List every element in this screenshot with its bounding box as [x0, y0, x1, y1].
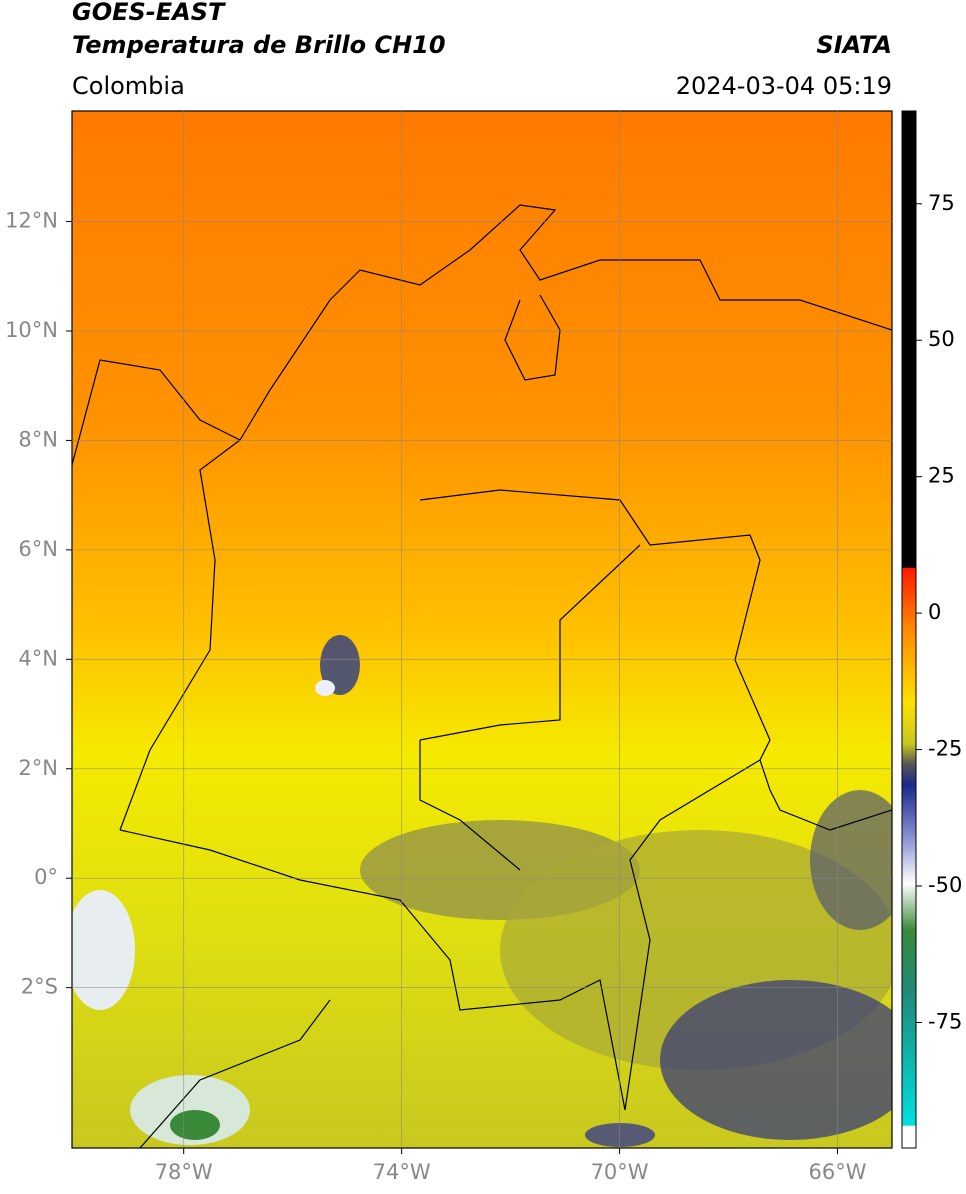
cloud — [315, 680, 335, 696]
satellite: GOES-EAST — [72, 0, 226, 26]
colorbar-tick-label: 50 — [928, 327, 955, 351]
cloud — [130, 1075, 250, 1145]
colorbar-tick-label: -75 — [928, 1009, 962, 1033]
lat-tick-label: 6°N — [18, 537, 58, 561]
lat-tick-label: 12°N — [5, 209, 58, 233]
lat-tick-label: 2°S — [21, 975, 58, 999]
border-line — [419, 489, 771, 871]
cloud — [660, 980, 892, 1140]
colorbar-tick-label: 25 — [928, 464, 955, 488]
colorbar-tick-label: -25 — [928, 737, 962, 761]
coastline — [504, 294, 561, 381]
lat-tick-label: 2°N — [18, 756, 58, 780]
cloud — [810, 790, 892, 930]
border-line — [119, 759, 892, 1111]
map-frame — [71, 110, 893, 1149]
lon-tick-label: 74°W — [373, 1160, 431, 1184]
cloud — [585, 1123, 655, 1147]
colorbar-tick-label: 75 — [928, 191, 955, 215]
lon-tick-label: 66°W — [809, 1160, 867, 1184]
region: Colombia — [72, 72, 185, 100]
cloud — [320, 635, 360, 695]
colorbar — [901, 110, 917, 1149]
image-layer — [72, 111, 892, 1148]
cloud — [170, 1110, 220, 1140]
lat-tick-label: 8°N — [18, 427, 58, 451]
lon-tick-label: 70°W — [591, 1160, 649, 1184]
lat-tick-label: 10°N — [5, 318, 58, 342]
cloud — [72, 890, 135, 1010]
colorbar-tick-label: -50 — [928, 873, 962, 897]
coastline — [119, 439, 241, 831]
lat-tick-label: 0° — [34, 865, 58, 889]
coastline — [72, 204, 892, 466]
product: Temperatura de Brillo CH10 — [72, 31, 446, 59]
lat-tick-label: 4°N — [18, 646, 58, 670]
lon-tick-label: 78°W — [155, 1160, 213, 1184]
timestamp: 2024-03-04 05:19 — [676, 72, 892, 100]
source: SIATA — [816, 31, 892, 59]
colorbar-tick-label: 0 — [928, 600, 941, 624]
border-line — [139, 999, 331, 1148]
